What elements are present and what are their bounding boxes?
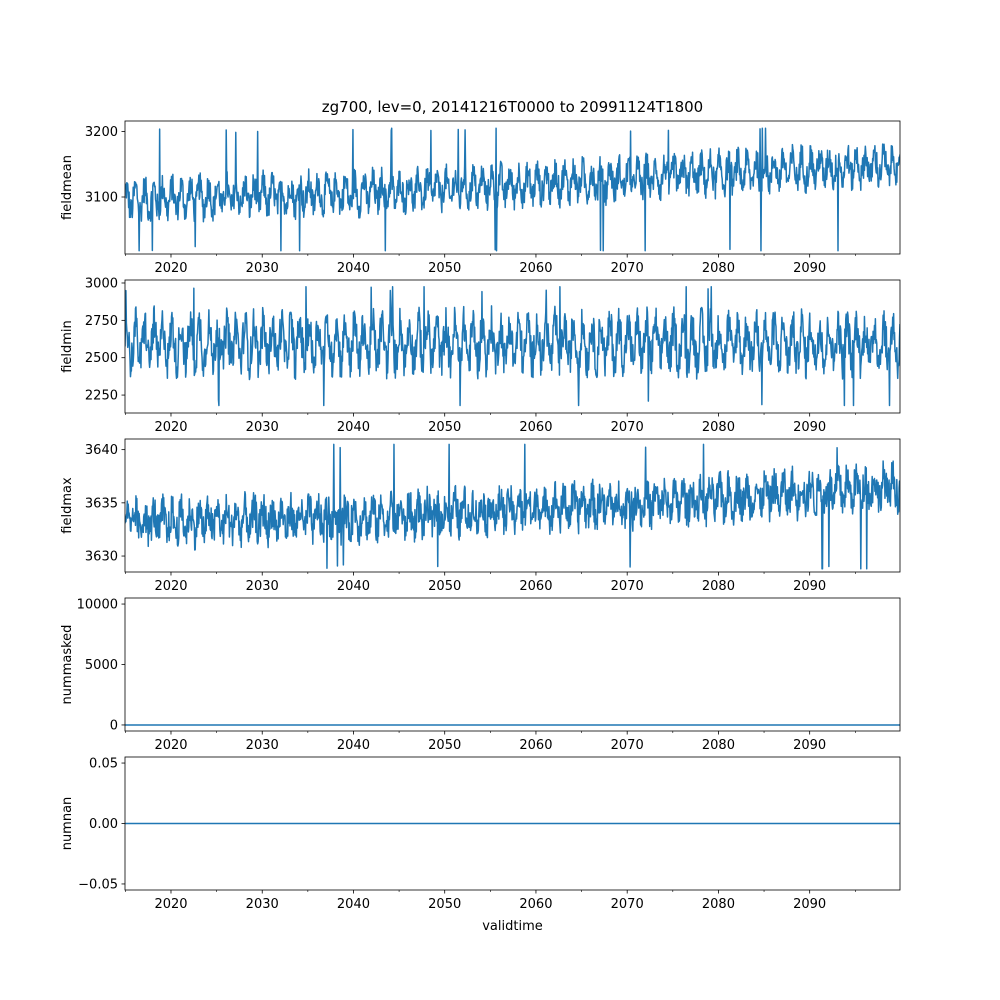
x-tick-label: 2090 [793, 420, 826, 435]
y-tick-label: 3100 [85, 191, 118, 206]
x-tick-label: 2080 [702, 261, 735, 276]
x-tick-label: 2030 [246, 897, 279, 912]
x-tick-label: 2030 [246, 579, 279, 594]
x-tick-label: 2060 [519, 261, 552, 276]
axes-frame [124, 438, 901, 573]
x-tick-label: 2080 [702, 420, 735, 435]
x-tick-label: 2080 [702, 897, 735, 912]
x-tick-label: 2060 [519, 738, 552, 753]
y-tick-label: 0 [110, 718, 118, 733]
panel-numnan: 2020 2030 2040 2050 2060 2070 2080 2090 −0.05 0.0… [60, 757, 901, 912]
y-tick-label: 3640 [85, 443, 118, 458]
panel-fieldmax: 2020 2030 2040 2050 2060 2070 2080 2090 3630 3635… [60, 438, 901, 594]
y-tick-label: 3000 [85, 276, 118, 291]
panel-fieldmin: 2020 2030 2040 2050 2060 2070 2080 2090 2250 2500… [60, 276, 901, 435]
y-tick-label: 3635 [85, 496, 118, 511]
x-tick-label: 2080 [702, 579, 735, 594]
x-tick-label: 2020 [154, 261, 187, 276]
x-tick-label: 2020 [154, 579, 187, 594]
chart-title: zg700, lev=0, 20141216T0000 to 20991124T… [322, 98, 703, 116]
y-axis-label: numnan [60, 797, 75, 851]
x-tick-label: 2020 [154, 420, 187, 435]
x-tick-label: 2020 [154, 897, 187, 912]
x-tick-label: 2080 [702, 738, 735, 753]
x-tick-label: 2060 [519, 579, 552, 594]
y-axis-label: nummasked [60, 625, 75, 705]
y-tick-label: 3630 [85, 550, 118, 565]
y-axis-label: fieldmax [60, 477, 75, 534]
axes-frame [124, 279, 901, 414]
y-tick-label: 2250 [85, 389, 118, 404]
x-tick-label: 2040 [337, 420, 370, 435]
x-tick-label: 2050 [428, 579, 461, 594]
series-line-fieldmax [125, 443, 900, 570]
x-tick-label: 2070 [611, 579, 644, 594]
y-tick-label: 3200 [85, 125, 118, 140]
x-tick-label: 2030 [246, 738, 279, 753]
y-axis-label: fieldmean [60, 155, 75, 220]
x-tick-label: 2070 [611, 897, 644, 912]
panel-fieldmean: 2020 2030 2040 2050 2060 2070 2080 2090 3100 3200… [60, 120, 901, 276]
x-tick-label: 2030 [246, 261, 279, 276]
y-tick-label: 10000 [77, 598, 118, 613]
x-tick-label: 2090 [793, 579, 826, 594]
x-tick-label: 2040 [337, 579, 370, 594]
x-tick-label: 2030 [246, 420, 279, 435]
x-tick-label: 2070 [611, 420, 644, 435]
panel-nummasked: 2020 2030 2040 2050 2060 2070 2080 2090 0 5000 100… [60, 598, 901, 753]
y-tick-label: −0.05 [78, 877, 118, 892]
x-tick-label: 2060 [519, 420, 552, 435]
x-tick-label: 2040 [337, 738, 370, 753]
x-tick-label: 2040 [337, 897, 370, 912]
x-tick-label: 2090 [793, 261, 826, 276]
axes-frame [124, 120, 901, 255]
x-tick-label: 2050 [428, 738, 461, 753]
x-tick-label: 2050 [428, 261, 461, 276]
x-axis-label: validtime [482, 919, 543, 934]
x-tick-label: 2090 [793, 738, 826, 753]
x-tick-label: 2020 [154, 738, 187, 753]
y-tick-label: 5000 [85, 658, 118, 673]
y-tick-label: 0.05 [89, 757, 118, 772]
x-tick-label: 2090 [793, 897, 826, 912]
x-tick-label: 2050 [428, 897, 461, 912]
series-line-fieldmin [125, 285, 900, 407]
x-tick-label: 2060 [519, 897, 552, 912]
y-tick-label: 2500 [85, 351, 118, 366]
x-tick-label: 2070 [611, 261, 644, 276]
panels: 2020 2030 2040 2050 2060 2070 2080 2090 3100 3200… [60, 120, 901, 912]
y-tick-label: 0.00 [89, 817, 118, 832]
x-tick-label: 2070 [611, 738, 644, 753]
y-tick-label: 2750 [85, 314, 118, 329]
x-tick-label: 2050 [428, 420, 461, 435]
series-line-fieldmean [125, 127, 900, 252]
x-tick-label: 2040 [337, 261, 370, 276]
y-axis-label: fieldmin [60, 320, 75, 373]
